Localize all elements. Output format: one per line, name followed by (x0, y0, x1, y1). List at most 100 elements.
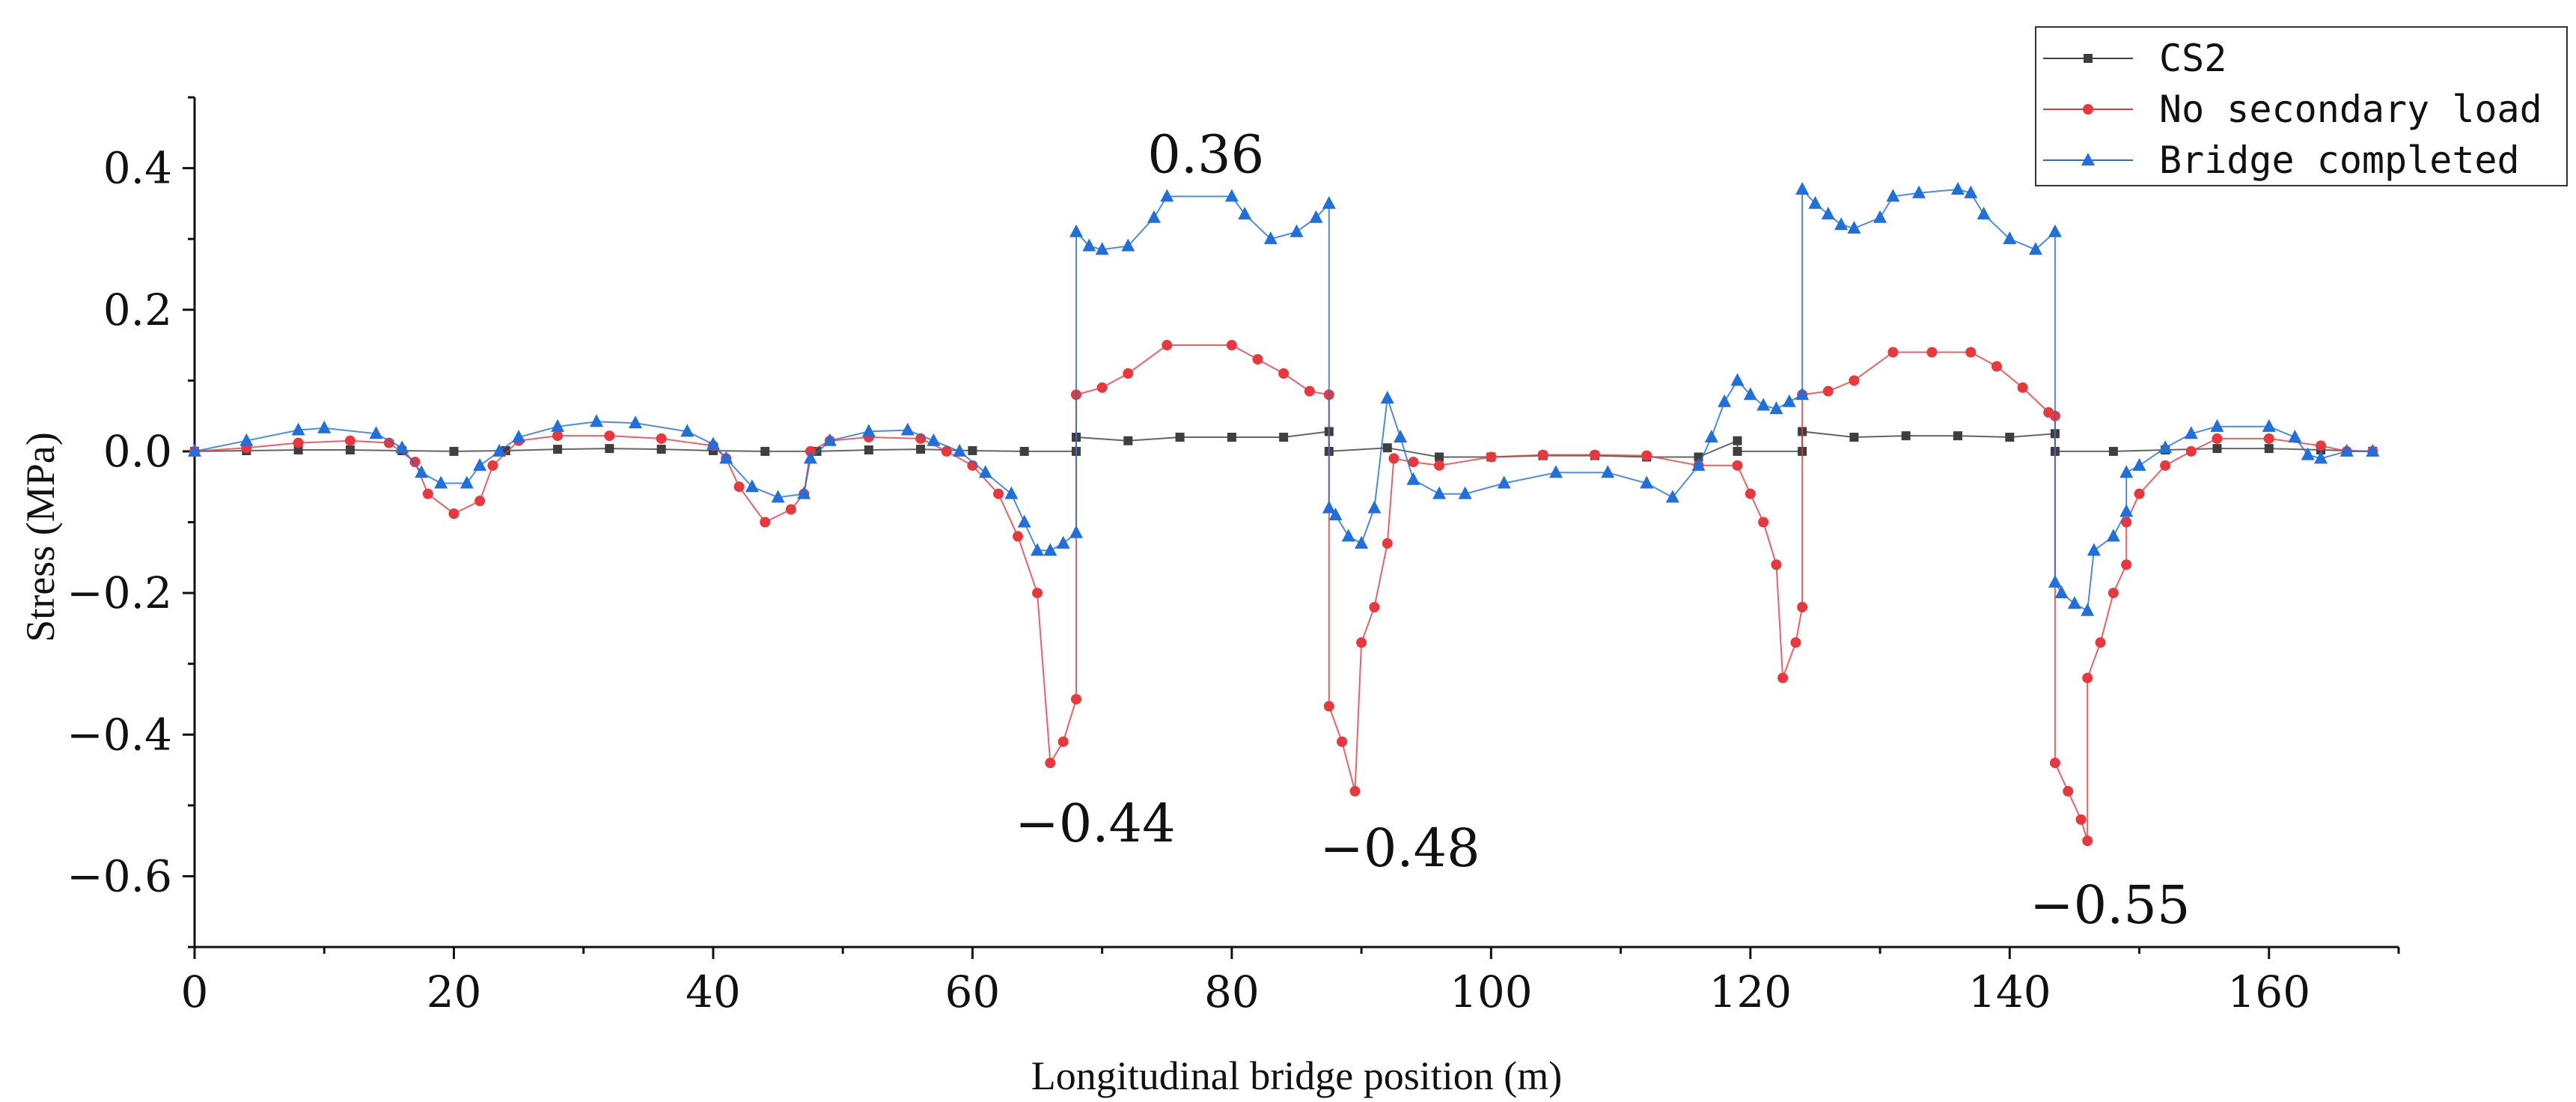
data-point (1640, 475, 1654, 489)
data-point (1356, 637, 1367, 648)
data-point (656, 445, 666, 454)
data-point (1733, 436, 1742, 445)
data-point (2087, 543, 2101, 556)
data-point (1043, 543, 1057, 556)
legend-label: CS2 (2159, 37, 2226, 80)
annotations-layer: 0.36 −0.44 −0.48 −0.55 (1015, 124, 2190, 936)
data-point (2366, 443, 2380, 457)
data-point (1953, 431, 1962, 441)
data-point (861, 424, 876, 437)
data-point (1341, 529, 1355, 542)
data-point (2075, 814, 2087, 825)
data-point (1965, 347, 1977, 358)
data-point (2160, 460, 2171, 471)
data-point (2048, 224, 2062, 237)
data-point (1795, 181, 1810, 195)
legend-marker (2084, 54, 2093, 63)
legend-label: Bridge completed (2159, 138, 2520, 182)
x-tick-label: 100 (1450, 966, 1533, 1017)
data-point (1394, 430, 1408, 442)
data-point (1435, 452, 1444, 462)
data-point (1069, 224, 1083, 237)
data-point (1887, 347, 1899, 358)
data-point (2108, 446, 2118, 456)
data-point (473, 457, 487, 471)
data-point (487, 460, 498, 471)
data-point (512, 430, 526, 442)
data-point (916, 445, 926, 454)
data-point (1017, 514, 1031, 528)
data-point (188, 443, 201, 457)
data-point (629, 415, 642, 429)
y-tick-label: −0.6 (67, 850, 172, 901)
y-tick-label: 0.2 (103, 284, 172, 335)
legend-marker (2083, 104, 2093, 115)
data-point (2158, 440, 2173, 454)
data-point (2028, 242, 2042, 255)
data-point (415, 465, 429, 478)
data-point (1309, 210, 1323, 223)
data-point (1252, 353, 1263, 365)
data-point (1821, 207, 1835, 220)
data-point (1082, 238, 1096, 252)
data-point (797, 486, 811, 499)
data-point (1665, 490, 1679, 503)
data-point (760, 446, 770, 456)
data-point (1382, 538, 1393, 549)
series-line (194, 187, 2373, 612)
data-point (1704, 430, 1718, 442)
data-point (771, 490, 785, 503)
data-point (1019, 446, 1029, 456)
data-point (1057, 736, 1069, 747)
data-point (1743, 387, 1757, 401)
data-point (967, 460, 978, 471)
data-point (460, 475, 474, 489)
data-point (1886, 189, 1900, 202)
data-point (2121, 517, 2132, 528)
data-point (745, 479, 759, 493)
data-point (2210, 418, 2224, 432)
data-point (1849, 433, 1859, 442)
data-point (1355, 535, 1369, 549)
data-point (1121, 238, 1135, 252)
data-point (2082, 672, 2093, 684)
data-point (395, 440, 409, 454)
data-point (2314, 451, 2328, 464)
data-point (590, 414, 604, 427)
legend: CS2 No secondary load Bridge completed (2035, 26, 2568, 186)
x-tick-label: 20 (427, 966, 482, 1017)
y-tick-label: 0.4 (103, 143, 172, 194)
data-point (2121, 559, 2132, 570)
data-point (2048, 574, 2062, 588)
data-point (1162, 340, 1173, 351)
data-point (1238, 207, 1252, 220)
data-point (1278, 368, 1289, 379)
data-point (2132, 457, 2146, 471)
data-point (1432, 486, 1447, 499)
series-layer (188, 181, 2380, 847)
data-point (1279, 433, 1289, 442)
axes: 0 20 40 60 80 100 120 140 160 0.4 0.2 0.0 −0.2 −0.4 −0… (18, 96, 2400, 1098)
data-point (2082, 835, 2093, 847)
data-point (422, 488, 433, 499)
data-point (1991, 361, 2002, 372)
data-point (760, 517, 771, 528)
y-tick-label: −0.2 (67, 567, 172, 618)
data-point (1758, 517, 1769, 528)
data-point (434, 475, 448, 489)
series-bridge-completed (188, 181, 2380, 616)
data-point (2212, 433, 2223, 444)
data-point (1822, 386, 1834, 397)
data-point (706, 436, 720, 450)
data-point (605, 444, 614, 454)
data-point (1367, 500, 1382, 514)
data-point (344, 435, 355, 446)
data-point (1486, 451, 1497, 463)
data-point (1322, 195, 1336, 209)
data-point (1964, 185, 1978, 198)
data-point (1045, 758, 1056, 769)
data-point (1769, 401, 1783, 415)
y-tick-label: −0.4 (67, 709, 172, 760)
data-point (448, 508, 460, 520)
